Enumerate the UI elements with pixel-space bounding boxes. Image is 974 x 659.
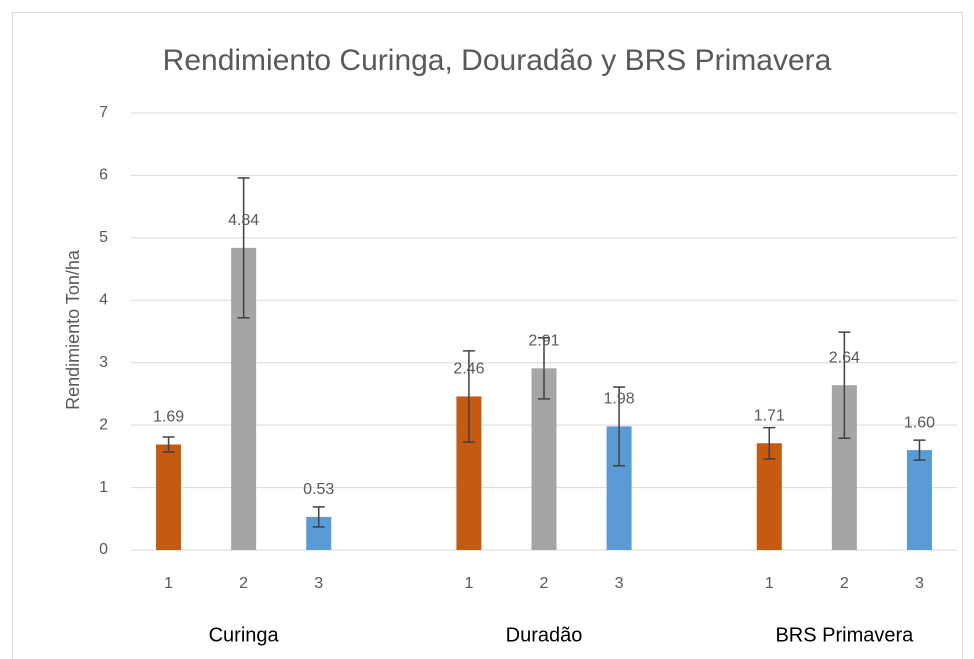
- x-tick-label: 2: [239, 575, 248, 592]
- error-bar: [838, 331, 851, 440]
- data-label: 1.69: [153, 409, 184, 426]
- y-tick-label: 7: [99, 104, 108, 121]
- error-bar: [613, 386, 626, 467]
- error-bar: [312, 506, 325, 528]
- y-tick-label: 0: [99, 541, 108, 558]
- error-bar: [162, 436, 175, 453]
- bar: [756, 443, 782, 550]
- group-label: Curinga: [209, 624, 280, 646]
- y-tick-label: 1: [99, 479, 108, 496]
- x-tick-label: 3: [314, 575, 323, 592]
- error-bar: [913, 439, 926, 461]
- group-label: BRS Primavera: [775, 624, 914, 646]
- x-tick-label: 1: [464, 575, 473, 592]
- data-label: 2.91: [528, 333, 559, 350]
- y-tick-label: 4: [99, 292, 108, 309]
- error-bar: [462, 350, 475, 443]
- x-tick-label: 3: [615, 575, 624, 592]
- y-tick-label: 6: [99, 167, 108, 184]
- data-label: 2.46: [453, 361, 484, 378]
- data-label: 1.60: [904, 414, 935, 431]
- error-bar: [538, 336, 550, 400]
- error-bar: [763, 426, 776, 460]
- bar: [156, 444, 182, 550]
- x-tick-label: 3: [915, 575, 924, 592]
- x-tick-label: 1: [164, 575, 173, 592]
- group-label: Duradão: [506, 624, 583, 646]
- chart-frame: [12, 12, 963, 659]
- bar: [906, 450, 932, 550]
- chart-title: Rendimiento Curinga, Douradão y BRS Prim…: [163, 44, 832, 77]
- x-tick-label: 1: [765, 575, 774, 592]
- data-label: 4.84: [228, 212, 259, 229]
- data-label: 1.98: [604, 391, 635, 408]
- y-tick-label: 5: [99, 229, 108, 246]
- x-tick-label: 2: [540, 575, 549, 592]
- data-label: 1.71: [754, 407, 785, 424]
- data-label: 0.53: [303, 481, 334, 498]
- y-tick-label: 3: [99, 354, 108, 371]
- x-tick-label: 2: [840, 575, 849, 592]
- data-label: 2.64: [829, 349, 860, 366]
- y-tick-label: 2: [99, 416, 108, 433]
- y-axis-label: Rendimiento Ton/ha: [63, 249, 83, 410]
- error-bar: [237, 177, 250, 319]
